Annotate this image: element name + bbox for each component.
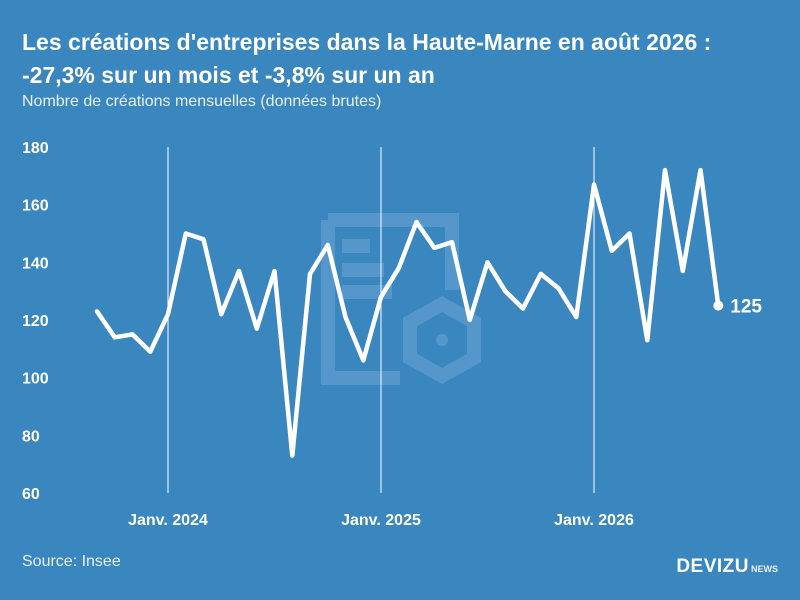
x-tick-label: Janv. 2026 [554,512,634,529]
x-axis-labels: Janv. 2024 Janv. 2025 Janv. 2026 [128,512,634,529]
series-line [94,167,721,458]
chart-title: Les créations d'entreprises dans la Haut… [22,29,712,88]
y-tick-label: 80 [22,428,40,445]
brand-logo: DEVIZU NEWS [676,556,778,578]
y-axis-labels: 60 80 100 120 140 160 180 [22,140,49,503]
vertical-gridlines [167,147,595,493]
y-tick-label: 180 [22,140,49,157]
y-tick-label: 140 [22,255,49,272]
line-chart: 60 80 100 120 140 160 180 Janv. 2024 Janv. 2025… [22,140,762,529]
y-tick-label: 160 [22,198,49,215]
x-tick-label: Janv. 2024 [128,512,208,529]
last-point-marker [713,300,724,311]
y-tick-label: 100 [22,371,49,388]
y-tick-label: 60 [22,486,40,503]
chart-subtitle: Nombre de créations mensuelles (données … [22,93,382,110]
last-value-label: 125 [730,297,762,318]
brand-name: DEVIZU [676,556,749,577]
source-note: Source: Insee [22,553,121,570]
y-tick-label: 120 [22,313,49,330]
data-points [95,168,720,457]
brand-subname: NEWS [751,564,778,574]
x-tick-label: Janv. 2025 [341,512,421,529]
